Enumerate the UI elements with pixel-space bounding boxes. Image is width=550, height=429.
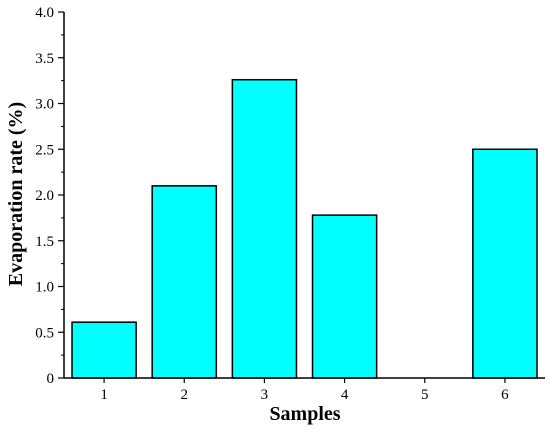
x-tick-label: 4 (341, 387, 349, 403)
x-tick-label: 1 (100, 387, 108, 403)
y-tick-label: 3.5 (35, 51, 54, 67)
bar-2 (151, 185, 218, 379)
y-tick-label: 2.0 (35, 188, 54, 204)
bar-3 (231, 78, 298, 379)
y-tick-label: 3.0 (35, 97, 54, 113)
y-tick-label: 1.0 (35, 280, 54, 296)
y-axis-label: Evaporation rate (%) (5, 102, 27, 286)
x-tick-label: 6 (501, 387, 509, 403)
y-ticks: 0 0.5 1.0 1.5 2.0 2.5 3.0 3.5 4.0 (35, 5, 64, 387)
x-axis-label: Samples (269, 403, 340, 425)
bars (71, 78, 538, 379)
bar-6 (472, 148, 538, 379)
y-tick-label: 0.5 (35, 325, 54, 341)
y-tick-label: 0 (47, 371, 55, 387)
x-ticks: 1 2 3 4 5 6 (100, 378, 509, 403)
bar-1 (71, 321, 137, 379)
x-tick-label: 5 (421, 387, 429, 403)
bar-4 (311, 214, 378, 379)
y-tick-label: 2.5 (35, 142, 54, 158)
y-tick-label: 1.5 (35, 234, 54, 250)
x-tick-label: 2 (181, 387, 189, 403)
x-tick-label: 3 (261, 387, 269, 403)
y-tick-label: 4.0 (35, 5, 54, 21)
